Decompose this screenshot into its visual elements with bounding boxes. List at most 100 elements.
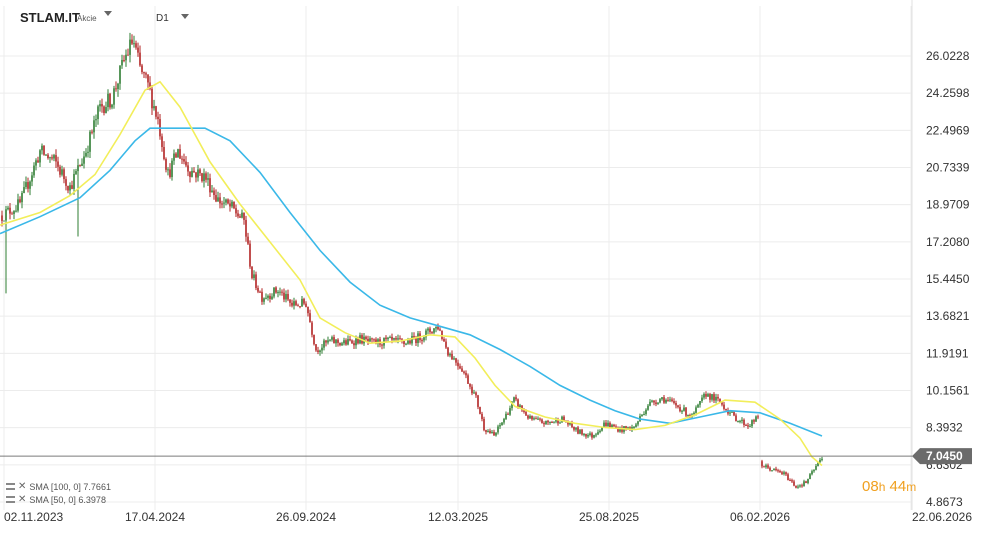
instrument-type-label: Akcie xyxy=(77,14,97,23)
candle-body xyxy=(549,422,551,424)
candle-body xyxy=(93,120,95,133)
candle-body xyxy=(277,292,279,294)
timeframe-dropdown-icon[interactable] xyxy=(181,14,189,19)
candle-body xyxy=(223,202,225,204)
candle-body xyxy=(519,405,521,408)
candle-body xyxy=(79,165,81,167)
candle-body xyxy=(133,43,135,45)
x-tick-label: 17.04.2024 xyxy=(125,510,185,524)
x-tick-label: 02.11.2023 xyxy=(4,510,63,524)
candle-body xyxy=(483,418,485,431)
candle-body xyxy=(487,430,489,432)
candle-body xyxy=(45,154,47,156)
candle-body xyxy=(511,401,513,409)
candle-body xyxy=(569,422,571,425)
candle-body xyxy=(37,160,39,163)
chart-grid xyxy=(0,0,913,510)
candle-body xyxy=(393,338,395,340)
candle-body xyxy=(531,416,533,420)
candle-body xyxy=(637,421,639,425)
candle-body xyxy=(755,416,757,422)
candle-body xyxy=(139,52,141,66)
candle-body xyxy=(149,82,151,89)
candle-body xyxy=(65,179,67,186)
candle-body xyxy=(127,54,129,56)
candle-body xyxy=(641,414,643,417)
candle-body xyxy=(243,212,245,220)
candle-body xyxy=(449,353,451,356)
candle-body xyxy=(643,414,645,416)
symbol-label[interactable]: STLAM.IT xyxy=(20,10,80,25)
candle-body xyxy=(467,375,469,384)
candle-body xyxy=(645,409,647,415)
candle-body xyxy=(455,358,457,363)
candle-body xyxy=(321,347,323,351)
candle-body xyxy=(677,405,679,408)
candle-body xyxy=(17,199,19,211)
candle-body xyxy=(313,334,315,345)
y-tick-label: 10.1561 xyxy=(926,384,970,398)
x-tick-label: 06.02.2026 xyxy=(730,510,790,524)
candle-body xyxy=(315,344,317,351)
candle-body xyxy=(203,173,205,182)
candle-body xyxy=(201,173,203,182)
candle-body xyxy=(819,459,821,463)
candle-body xyxy=(505,413,507,419)
candle-body xyxy=(373,339,375,341)
candle-body xyxy=(757,416,759,418)
candle-body xyxy=(471,386,473,394)
candle-body xyxy=(171,160,173,178)
candle-body xyxy=(651,400,653,402)
close-icon[interactable]: ✕ xyxy=(18,494,27,505)
candle-body xyxy=(165,159,167,170)
candle-body xyxy=(441,330,443,339)
candle-body xyxy=(213,190,215,196)
candle-body xyxy=(801,485,803,487)
candle-body xyxy=(75,171,77,174)
candle-body xyxy=(783,472,785,474)
candle-body xyxy=(293,301,295,306)
y-tick-label: 26.0228 xyxy=(926,49,970,63)
candle-body xyxy=(285,294,287,300)
candle-body xyxy=(57,161,59,167)
candle-body xyxy=(63,169,65,180)
timeframe-selector[interactable]: D1 xyxy=(156,13,169,24)
candle-body xyxy=(41,145,43,151)
x-tick-label: 22.06.2026 xyxy=(912,510,972,524)
candle-body xyxy=(333,337,335,344)
candle-body xyxy=(377,339,379,344)
y-axis: 26.0228 24.2598 22.4969 20.7339 18.9709 17.20… xyxy=(926,49,970,509)
candle-body xyxy=(197,169,199,178)
candle-body xyxy=(463,371,465,373)
settings-icon[interactable] xyxy=(6,483,15,490)
candle-body xyxy=(323,340,325,348)
symbol-dropdown-icon[interactable] xyxy=(104,11,112,16)
candle-body xyxy=(307,306,309,314)
candle-body xyxy=(89,131,91,152)
candle-body xyxy=(141,65,143,73)
candle-body xyxy=(95,119,97,121)
candle-body xyxy=(659,399,661,403)
settings-icon[interactable] xyxy=(6,496,15,503)
candle-body xyxy=(273,287,275,297)
candle-body xyxy=(67,185,69,191)
candle-body xyxy=(723,404,725,409)
candle-body xyxy=(501,422,503,426)
candle-body xyxy=(69,185,71,191)
candle-body xyxy=(163,147,165,160)
candle-body xyxy=(601,426,603,431)
y-tick-label: 8.3932 xyxy=(926,421,963,435)
candle-body xyxy=(19,199,21,203)
candle-body xyxy=(693,412,695,415)
candle-body xyxy=(787,474,789,480)
candle-body xyxy=(457,362,459,367)
candle-body xyxy=(735,415,737,422)
candle-body xyxy=(345,340,347,345)
candle-body xyxy=(597,432,599,435)
y-tick-label: 18.9709 xyxy=(926,198,970,212)
candle-body xyxy=(785,472,787,475)
candle-body xyxy=(351,340,353,344)
close-icon[interactable]: ✕ xyxy=(18,481,27,492)
candle-body xyxy=(753,420,755,422)
